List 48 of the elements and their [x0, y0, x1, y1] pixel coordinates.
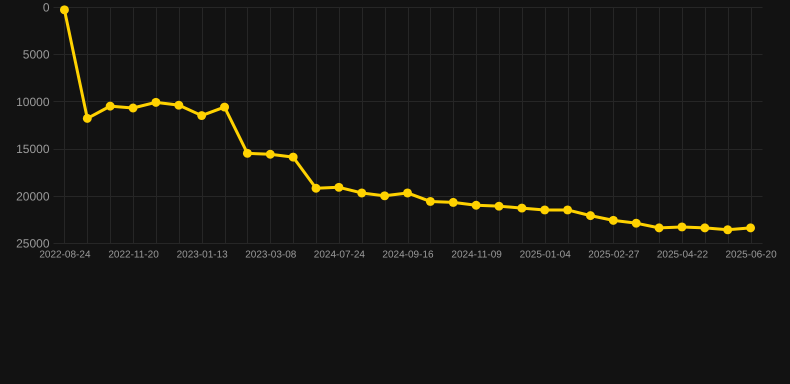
- point: [174, 100, 184, 110]
- x-tick-label: 2025-01-04: [520, 250, 572, 260]
- y-tick-label: 15000: [16, 142, 50, 156]
- point: [677, 222, 686, 232]
- y-tick-label: 5000: [22, 48, 50, 62]
- point: [426, 197, 435, 206]
- x-tick-label: 2024-09-16: [382, 250, 434, 260]
- point: [448, 198, 458, 207]
- point: [220, 102, 230, 112]
- x-tick-label: 2024-11-09: [451, 250, 502, 260]
- point: [494, 202, 504, 211]
- point: [312, 184, 320, 193]
- x-tick-label: 2025-04-22: [656, 250, 708, 260]
- y-tick-label: 20000: [16, 189, 50, 204]
- x-tick-label: 2025-06-20: [725, 250, 778, 260]
- x-tick-label: 2025-02-27: [588, 250, 640, 260]
- point: [563, 205, 572, 214]
- point: [128, 104, 138, 112]
- point: [723, 225, 732, 234]
- point: [357, 188, 366, 198]
- point: [608, 216, 618, 225]
- point: [82, 114, 92, 123]
- point: [288, 152, 298, 162]
- x-tick-label: 2022-11-20: [108, 250, 160, 260]
- point: [632, 218, 641, 228]
- point: [334, 182, 344, 192]
- y-tick-label: 25000: [16, 236, 50, 250]
- x-tick-label: 2024-07-24: [314, 250, 366, 260]
- point: [266, 150, 275, 159]
- y-tick-label: 0: [42, 0, 50, 14]
- point: [106, 102, 115, 111]
- point: [472, 200, 481, 210]
- x-tick-label: 2023-03-08: [245, 250, 297, 260]
- point: [380, 191, 390, 200]
- point: [151, 98, 160, 107]
- point: [60, 5, 69, 14]
- point: [197, 111, 206, 120]
- x-tick-label: 2023-01-13: [176, 250, 228, 260]
- point: [746, 223, 756, 232]
- point: [586, 211, 595, 220]
- point: [654, 223, 664, 232]
- point: [517, 204, 526, 213]
- point: [700, 223, 710, 232]
- x-tick-label: 2022-08-24: [39, 250, 91, 260]
- y-tick-label: 10000: [16, 94, 50, 109]
- point: [403, 188, 412, 198]
- point: [540, 205, 550, 214]
- point: [242, 148, 252, 158]
